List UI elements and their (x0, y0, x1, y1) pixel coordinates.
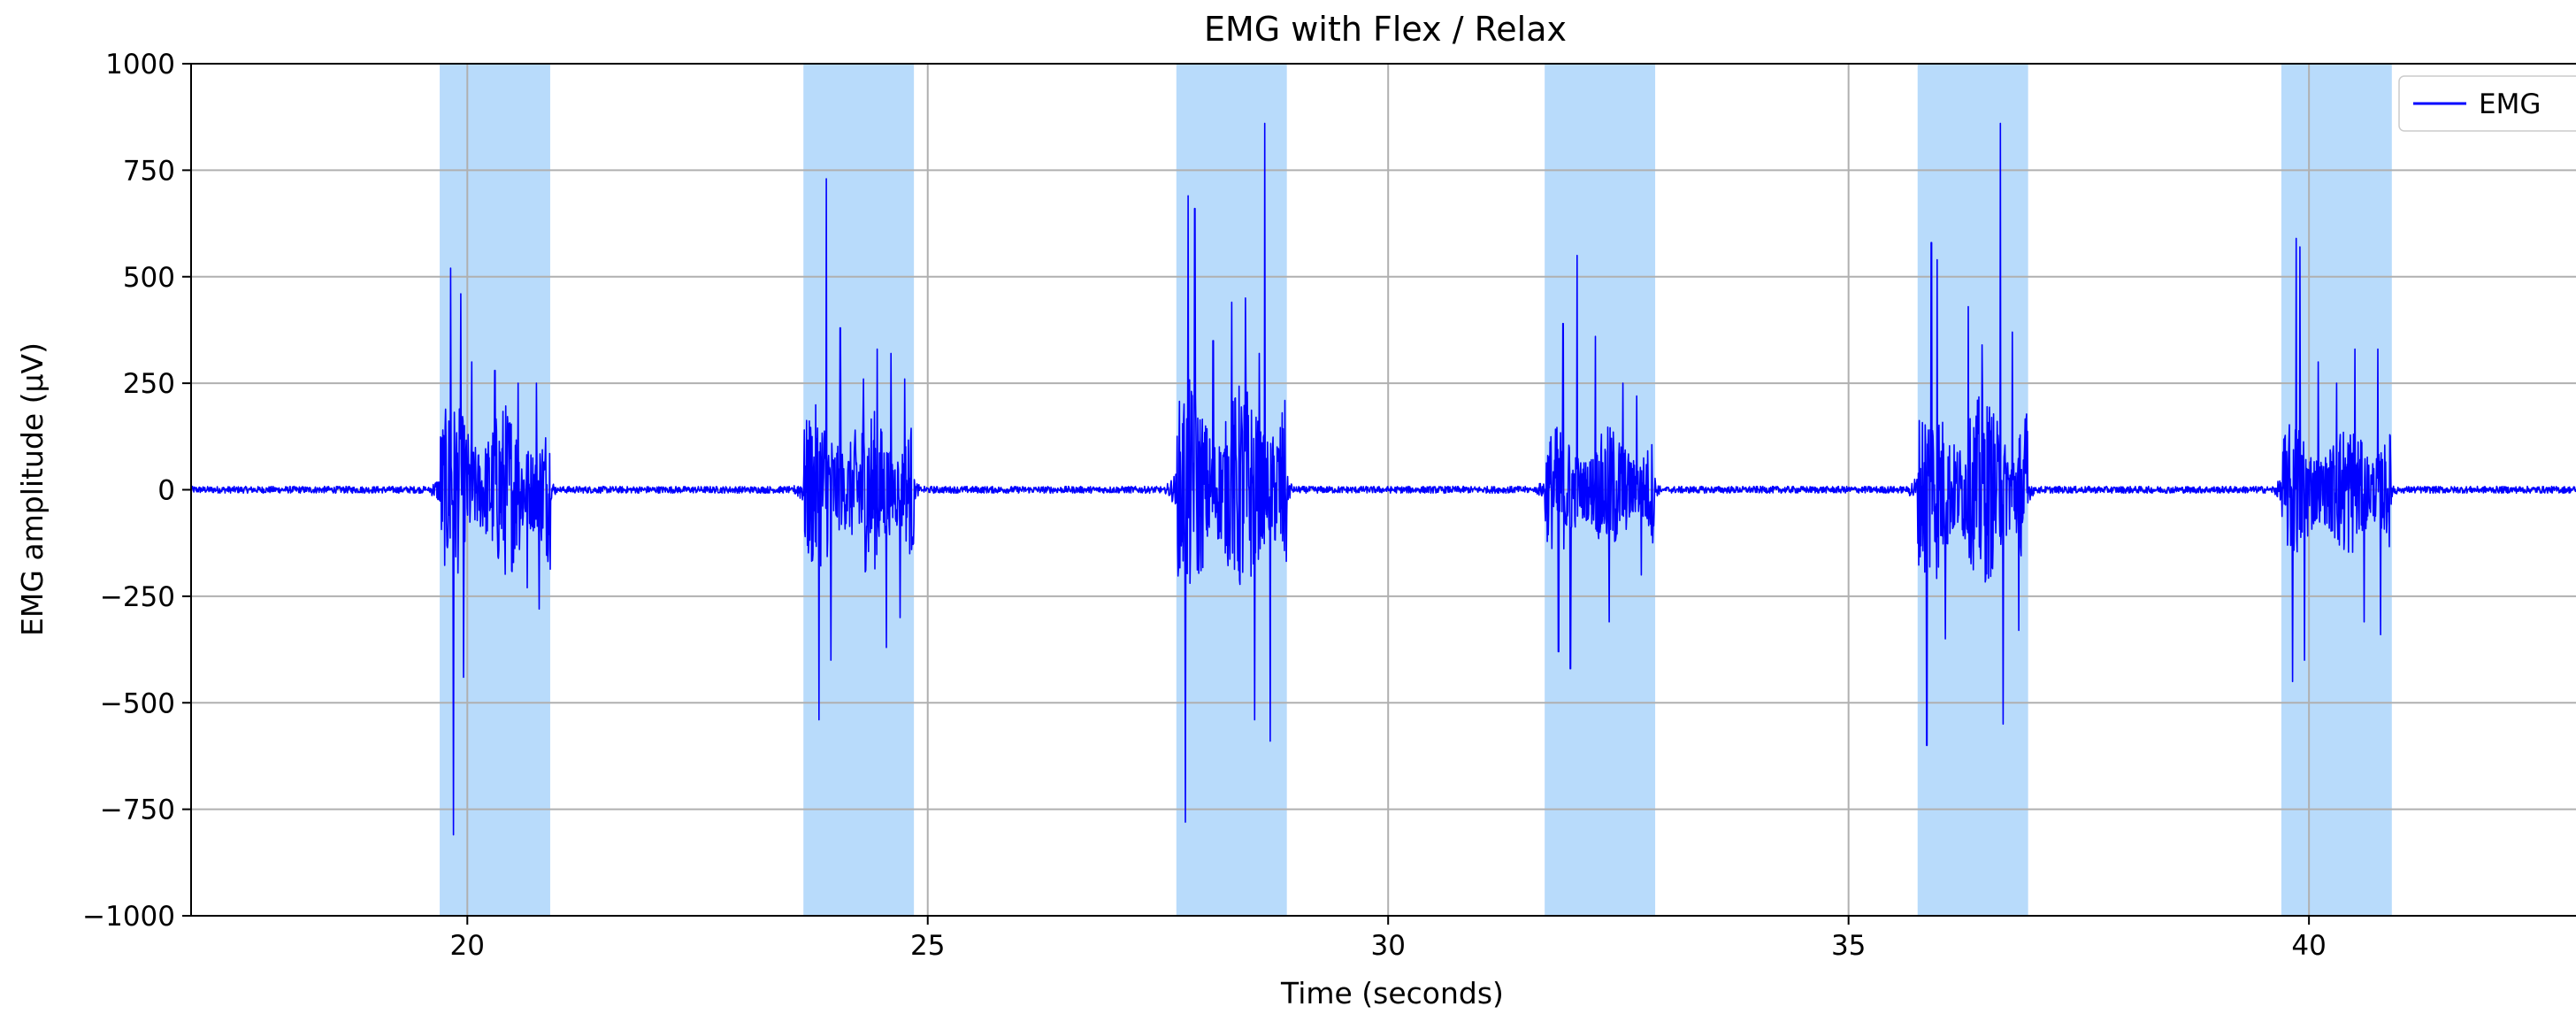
x-tick-label-0: 20 (450, 930, 485, 962)
legend: EMG (2398, 75, 2576, 132)
x-tick-label-1: 25 (910, 930, 945, 962)
y-tick-label-8: −1000 (82, 901, 175, 933)
y-axis-ticks: 1000 750 500 250 0 −250 −500 −750 −1000 (82, 49, 191, 933)
y-tick-label-6: −500 (100, 688, 175, 719)
y-tick-label-7: −750 (100, 795, 175, 826)
y-tick-label-5: −250 (100, 581, 175, 613)
x-axis-title: Time (seconds) (1280, 976, 1504, 1010)
legend-box (2398, 75, 2576, 132)
emg-series-line (190, 122, 2576, 836)
y-tick-label-3: 250 (123, 368, 175, 400)
y-axis-title: EMG amplitude (µV) (15, 342, 50, 636)
legend-label-emg: EMG (2479, 88, 2541, 120)
y-tick-label-1: 750 (123, 155, 175, 187)
x-axis-ticks: 20 25 30 35 40 (450, 916, 2327, 962)
chart-title: EMG with Flex / Relax (1204, 10, 1567, 49)
x-tick-label-3: 35 (1831, 930, 1866, 962)
y-tick-label-4: 0 (157, 475, 175, 507)
plot-area (190, 122, 2576, 836)
x-tick-label-2: 30 (1370, 930, 1405, 962)
x-tick-label-4: 40 (2291, 930, 2326, 962)
y-tick-label-0: 1000 (105, 49, 175, 81)
y-tick-label-2: 500 (123, 262, 175, 294)
